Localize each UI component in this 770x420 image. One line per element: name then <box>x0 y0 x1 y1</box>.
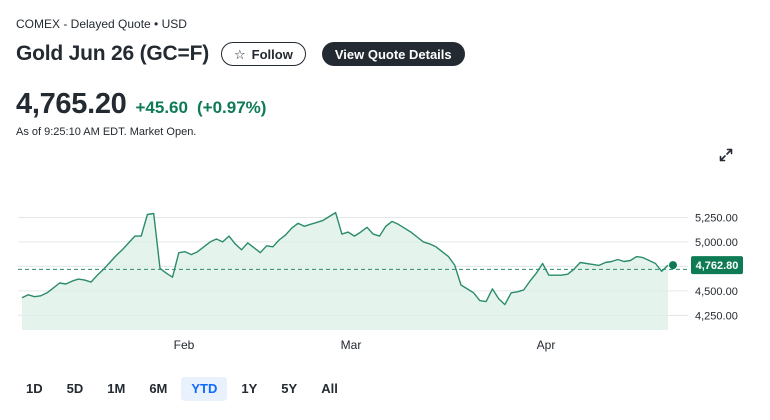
view-quote-details-button[interactable]: View Quote Details <box>321 42 465 66</box>
follow-button-label: Follow <box>251 46 293 62</box>
range-1d[interactable]: 1D <box>26 381 43 396</box>
y-tick-label: 5,250.00 <box>695 212 738 224</box>
x-tick-label: Apr <box>537 338 556 352</box>
price-change-percent: (+0.97%) <box>196 98 267 117</box>
follow-button[interactable]: ☆ Follow <box>221 42 306 66</box>
price-change: +45.60 <box>135 98 188 117</box>
expand-arrows-icon[interactable] <box>718 147 734 163</box>
chart-area-fill <box>22 212 668 330</box>
x-axis-labels: Feb Mar Apr <box>174 338 556 352</box>
range-5y[interactable]: 5Y <box>281 381 298 396</box>
range-ytd[interactable]: YTD <box>181 377 228 401</box>
price-row: 4,765.20 +45.60 (+0.97%) <box>16 88 266 121</box>
x-tick-label: Feb <box>174 338 195 352</box>
last-price-label-bg <box>691 256 743 275</box>
title-row: Gold Jun 26 (GC=F) ☆ Follow View Quote D… <box>16 40 465 68</box>
range-6m[interactable]: 6M <box>149 381 168 396</box>
exchange-info: COMEX - Delayed Quote • USD <box>16 17 187 31</box>
last-price-label: 4,762.80 <box>691 256 743 275</box>
last-price-label-text: 4,762.80 <box>696 260 739 272</box>
chart-price-line <box>21 211 669 306</box>
current-price: 4,765.20 <box>16 88 127 120</box>
range-all[interactable]: All <box>321 381 338 396</box>
last-price-dot <box>669 261 677 270</box>
range-5d[interactable]: 5D <box>66 381 84 396</box>
y-tick-label: 4,250.00 <box>695 310 738 322</box>
time-range-selector: 1D 5D 1M 6M YTD 1Y 5Y All <box>16 377 352 401</box>
star-outline-icon: ☆ <box>234 46 246 62</box>
quote-timestamp: As of 9:25:10 AM EDT. Market Open. <box>16 126 197 138</box>
range-1m[interactable]: 1M <box>107 381 126 396</box>
y-tick-label: 5,000.00 <box>695 237 738 249</box>
y-tick-label: 4,500.00 <box>695 286 738 298</box>
page-title: Gold Jun 26 (GC=F) <box>16 42 209 65</box>
x-tick-label: Mar <box>341 338 362 352</box>
price-chart[interactable]: 5,250.005,000.004,750.004,500.004,250.00… <box>0 185 770 360</box>
range-1y[interactable]: 1Y <box>241 381 258 396</box>
